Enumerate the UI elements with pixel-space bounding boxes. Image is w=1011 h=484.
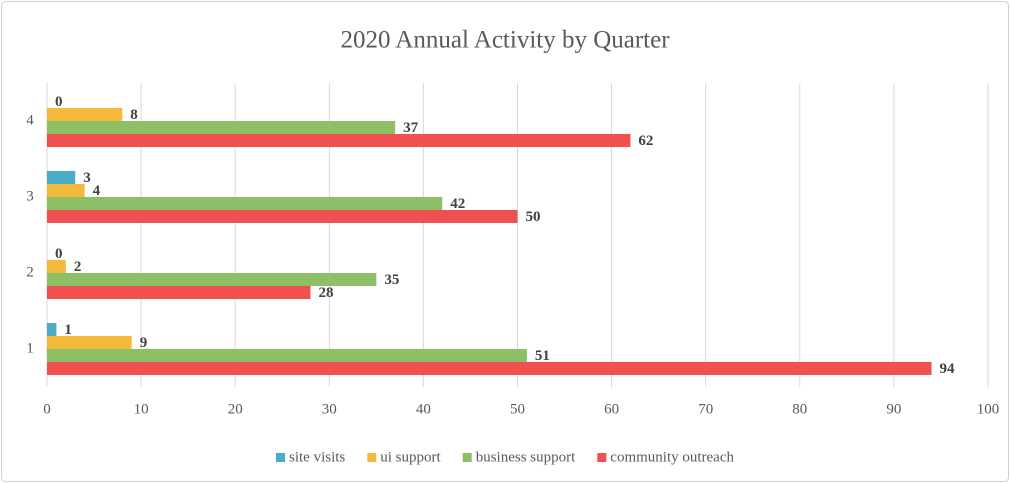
bar: [47, 349, 527, 362]
bar: [47, 336, 132, 349]
legend-swatch: [276, 453, 285, 462]
x-tick-label: 90: [886, 401, 901, 417]
x-tick-label: 30: [322, 401, 337, 417]
data-label: 42: [450, 196, 465, 212]
x-tick-label: 70: [698, 401, 713, 417]
legend-label: site visits: [289, 449, 345, 465]
legend-label: ui support: [380, 449, 441, 465]
bar: [47, 362, 932, 375]
data-label: 35: [384, 272, 399, 288]
bar: [47, 171, 76, 184]
bar: [47, 273, 377, 286]
legend-swatch: [367, 453, 377, 462]
y-tick-label: 1: [26, 340, 34, 356]
data-label: 1: [64, 322, 72, 338]
bar: [47, 108, 123, 121]
data-label: 0: [55, 94, 63, 110]
data-label: 50: [526, 209, 541, 225]
bar: [47, 134, 631, 147]
x-tick-label: 60: [604, 401, 619, 417]
data-label: 37: [403, 120, 419, 136]
bar: [47, 121, 396, 134]
bar: [47, 210, 518, 223]
x-tick-label: 0: [43, 401, 51, 417]
x-tick-label: 20: [228, 401, 243, 417]
data-label: 2: [74, 259, 82, 275]
x-tick-label: 10: [134, 401, 149, 417]
x-tick-label: 100: [977, 401, 1000, 417]
legend-label: community outreach: [610, 449, 734, 465]
data-label: 8: [130, 107, 138, 123]
x-tick-label: 50: [510, 401, 525, 417]
bar: [47, 197, 443, 210]
y-tick-label: 4: [26, 112, 34, 128]
bar: [47, 286, 311, 299]
legend-swatch: [462, 453, 472, 462]
data-label: 94: [940, 361, 956, 377]
y-tick-label: 2: [26, 264, 34, 280]
x-tick-label: 40: [416, 401, 431, 417]
bar: [47, 323, 57, 336]
data-label: 9: [140, 335, 148, 351]
data-label: 51: [535, 348, 550, 364]
chart-title: 2020 Annual Activity by Quarter: [340, 27, 670, 54]
legend-swatch: [597, 453, 607, 462]
y-tick-label: 3: [26, 188, 34, 204]
bar: [47, 260, 66, 273]
data-label: 62: [638, 133, 653, 149]
legend-label: business support: [476, 449, 576, 465]
data-label: 4: [93, 183, 101, 199]
data-label: 0: [55, 246, 63, 262]
data-label: 28: [318, 285, 333, 301]
bar: [47, 184, 85, 197]
data-label: 3: [83, 170, 91, 186]
x-tick-label: 80: [792, 401, 807, 417]
